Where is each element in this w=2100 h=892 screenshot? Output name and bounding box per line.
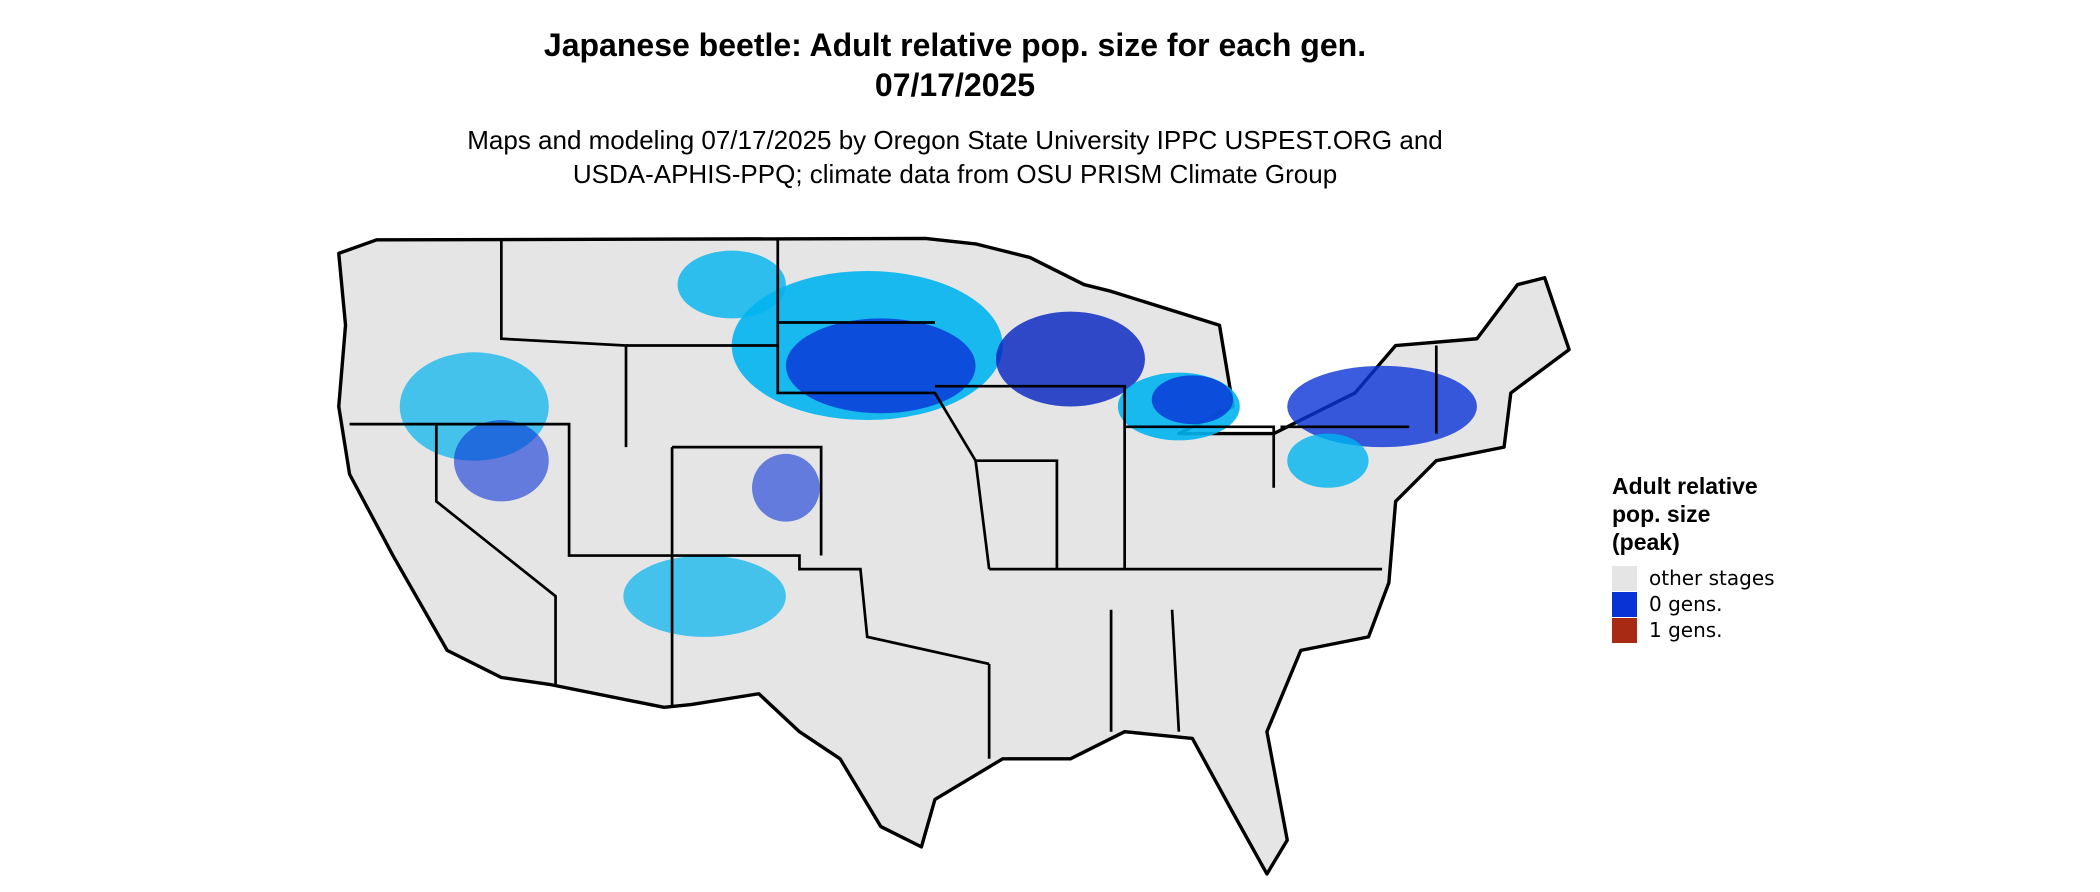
- legend-label: 1 gens.: [1649, 618, 1723, 642]
- pest-areas: [399, 250, 1477, 637]
- subtitle: Maps and modeling 07/17/2025 by Oregon S…: [467, 125, 1443, 155]
- legend-title: Adult relative: [1612, 473, 1758, 499]
- legend-swatch: [1612, 618, 1637, 643]
- legend-title: (peak): [1612, 529, 1680, 555]
- title: Japanese beetle: Adult relative pop. siz…: [544, 27, 1366, 63]
- legend-label: other stages: [1649, 566, 1775, 590]
- subtitle: USDA-APHIS-PPQ; climate data from OSU PR…: [573, 159, 1337, 189]
- legend-swatch: [1612, 592, 1637, 617]
- state-borders: [349, 238, 1438, 759]
- legend-label: 0 gens.: [1649, 592, 1723, 616]
- legend-swatch: [1612, 566, 1637, 591]
- legend-title: pop. size: [1612, 501, 1710, 527]
- title: 07/17/2025: [875, 67, 1035, 103]
- us-map: [337, 236, 1571, 876]
